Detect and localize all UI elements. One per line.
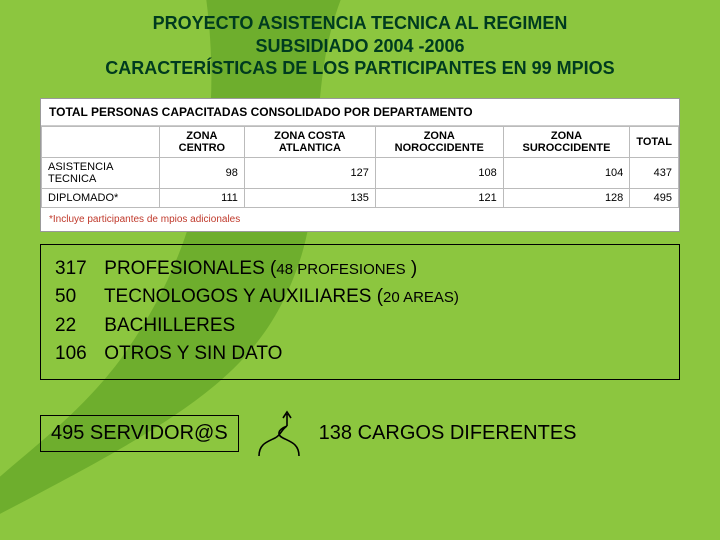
brace-icon xyxy=(257,408,301,460)
breakdown-row: 317 PROFESIONALES (48 PROFESIONES ) xyxy=(55,255,665,284)
breakdown-small: 48 PROFESIONES xyxy=(276,261,405,278)
breakdown-label: OTROS Y SIN DATO xyxy=(104,343,282,364)
breakdown-label: TECNOLOGOS Y AUXILIARES ( xyxy=(104,286,383,307)
servidores-box: 495 SERVIDOR@S xyxy=(40,415,239,452)
cell: 98 xyxy=(159,157,244,188)
summary-row: 495 SERVIDOR@S 138 CARGOS DIFERENTES xyxy=(40,408,680,460)
col-suroccidente: ZONA SUROCCIDENTE xyxy=(503,126,630,157)
cell: 135 xyxy=(244,188,375,207)
breakdown-box: 317 PROFESIONALES (48 PROFESIONES ) 50 T… xyxy=(40,244,680,380)
breakdown-row: 22 BACHILLERES xyxy=(55,312,665,341)
col-noroccidente: ZONA NOROCCIDENTE xyxy=(375,126,503,157)
cell: 127 xyxy=(244,157,375,188)
breakdown-num: 50 xyxy=(55,283,99,312)
title-line-3: CARACTERÍSTICAS DE LOS PARTICIPANTES EN … xyxy=(105,58,614,78)
table-header-row: ZONA CENTRO ZONA COSTA ATLANTICA ZONA NO… xyxy=(42,126,679,157)
table-row: DIPLOMADO* 111 135 121 128 495 xyxy=(42,188,679,207)
slide-title: PROYECTO ASISTENCIA TECNICA AL REGIMEN S… xyxy=(40,12,680,80)
breakdown-row: 106 OTROS Y SIN DATO xyxy=(55,340,665,369)
cell: 111 xyxy=(159,188,244,207)
col-blank xyxy=(42,126,160,157)
table-row: ASISTENCIA TECNICA 98 127 108 104 437 xyxy=(42,157,679,188)
breakdown-small: 20 AREAS) xyxy=(383,289,459,306)
breakdown-row: 50 TECNOLOGOS Y AUXILIARES (20 AREAS) xyxy=(55,283,665,312)
breakdown-label: BACHILLERES xyxy=(104,315,235,336)
cell: 104 xyxy=(503,157,630,188)
table-block: TOTAL PERSONAS CAPACITADAS CONSOLIDADO P… xyxy=(40,98,680,232)
row-label: ASISTENCIA TECNICA xyxy=(42,157,160,188)
table-heading: TOTAL PERSONAS CAPACITADAS CONSOLIDADO P… xyxy=(41,99,679,126)
cell: 437 xyxy=(630,157,679,188)
breakdown-tail: ) xyxy=(406,258,418,279)
breakdown-num: 317 xyxy=(55,255,99,284)
col-centro: ZONA CENTRO xyxy=(159,126,244,157)
cell: 121 xyxy=(375,188,503,207)
cell: 495 xyxy=(630,188,679,207)
title-line-2: SUBSIDIADO 2004 -2006 xyxy=(255,36,464,56)
breakdown-num: 22 xyxy=(55,312,99,341)
cargos-label: 138 CARGOS DIFERENTES xyxy=(319,422,577,445)
col-atlantica: ZONA COSTA ATLANTICA xyxy=(244,126,375,157)
col-total: TOTAL xyxy=(630,126,679,157)
breakdown-num: 106 xyxy=(55,340,99,369)
breakdown-label: PROFESIONALES ( xyxy=(104,258,276,279)
table-footnote: *Incluye participantes de mpios adiciona… xyxy=(41,208,679,231)
row-label: DIPLOMADO* xyxy=(42,188,160,207)
title-line-1: PROYECTO ASISTENCIA TECNICA AL REGIMEN xyxy=(153,13,568,33)
data-table: ZONA CENTRO ZONA COSTA ATLANTICA ZONA NO… xyxy=(41,126,679,208)
cell: 108 xyxy=(375,157,503,188)
cell: 128 xyxy=(503,188,630,207)
